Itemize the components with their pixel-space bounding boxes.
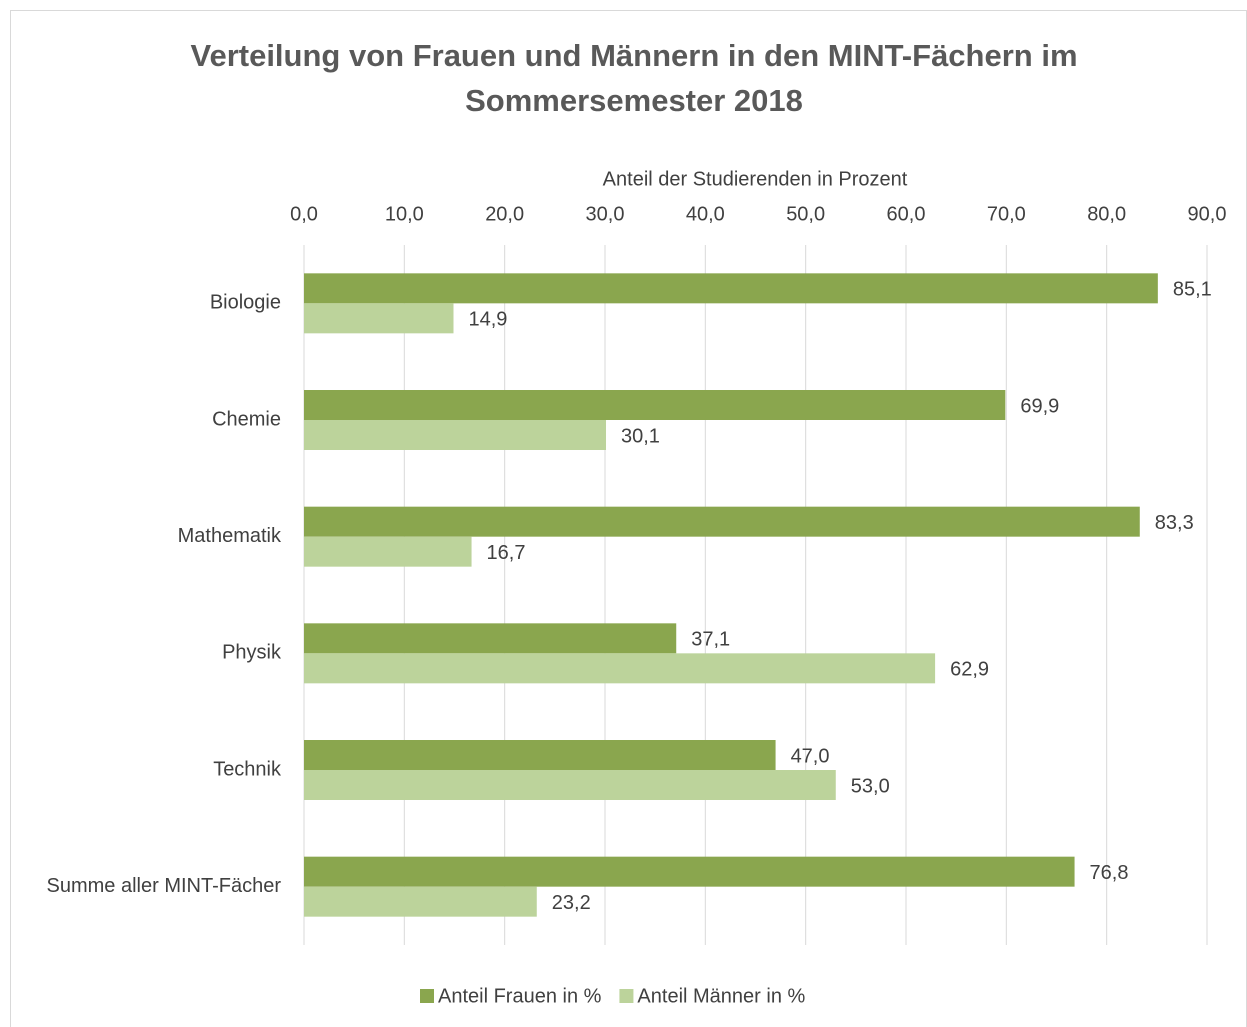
x-tick-label: 0,0 [290,203,318,225]
x-tick-label: 10,0 [385,203,424,225]
bar [304,390,1006,420]
bar [304,303,454,334]
bar [304,856,1075,887]
y-tick-label: Biologie [210,292,281,314]
data-label: 83,3 [1155,512,1194,534]
chart-title: Verteilung von Frauen und Männern in den… [190,38,1077,73]
data-label: 62,9 [950,659,989,681]
data-label: 76,8 [1090,862,1129,884]
data-label: 37,1 [691,629,730,651]
y-tick-label: Technik [213,758,282,780]
x-tick-label: 70,0 [987,203,1026,225]
axis-title: Anteil der Studierenden in Prozent [603,168,908,190]
bar [304,420,607,450]
bar [304,770,836,800]
bar [304,653,936,684]
legend-label: Anteil Männer in % [637,985,805,1007]
x-tick-label: 60,0 [887,203,926,225]
bar [304,506,1140,537]
y-tick-label: Chemie [212,408,281,430]
bar [304,886,537,917]
data-label: 47,0 [791,745,830,767]
legend-swatch [420,989,434,1003]
data-label: 85,1 [1173,279,1212,301]
legend-label: Anteil Frauen in % [438,985,602,1007]
legend-swatch [619,989,634,1003]
y-tick-label: Mathematik [178,525,282,547]
y-tick-label: Physik [222,642,282,664]
bar [304,273,1158,304]
x-tick-label: 90,0 [1188,203,1227,225]
bar [304,740,776,770]
x-tick-label: 30,0 [586,203,625,225]
x-tick-label: 80,0 [1087,203,1126,225]
data-label: 30,1 [621,425,660,447]
y-tick-label: Summe aller MINT-Fächer [47,875,282,897]
x-tick-label: 20,0 [485,203,524,225]
data-label: 53,0 [851,775,890,797]
data-label: 14,9 [468,309,507,331]
data-label: 23,2 [552,892,591,914]
bar [304,536,472,567]
x-tick-label: 40,0 [686,203,725,225]
x-tick-label: 50,0 [786,203,825,225]
bar [304,623,677,654]
data-label: 16,7 [487,542,526,564]
chart-title: Sommersemester 2018 [465,83,803,118]
data-label: 69,9 [1020,395,1059,417]
